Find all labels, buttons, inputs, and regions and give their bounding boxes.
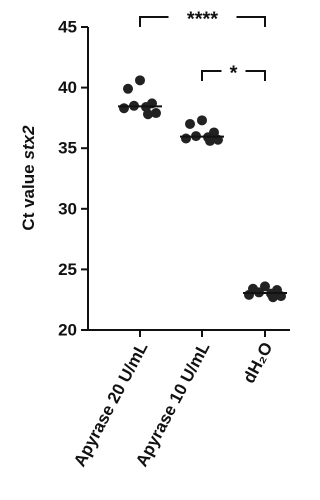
- data-point: [205, 135, 215, 146]
- data-point: [123, 83, 133, 94]
- significance-bracket: [139, 16, 266, 27]
- significance-label: *: [230, 62, 238, 84]
- data-point: [135, 75, 145, 86]
- y-tick-label: 45: [58, 17, 77, 36]
- y-axis-label: Ct value stx2: [19, 125, 38, 231]
- data-point: [197, 115, 207, 126]
- significance-label: ****: [187, 8, 218, 30]
- data-point: [185, 118, 195, 129]
- data-point: [119, 103, 129, 114]
- y-tick-label: 25: [58, 260, 77, 279]
- data-point: [181, 133, 191, 144]
- y-tick-label: 30: [58, 199, 77, 218]
- y-label-text: Ct value: [19, 164, 38, 230]
- x-tick-label: dH₂O: [239, 339, 276, 386]
- y-tick-label: 20: [58, 320, 77, 339]
- data-point: [151, 108, 161, 119]
- y-tick-label: 40: [58, 78, 77, 97]
- y-tick-label: 35: [58, 139, 77, 158]
- significance-bracket: [201, 70, 266, 81]
- y-label-gene: stx2: [19, 125, 38, 160]
- data-point: [244, 289, 254, 300]
- data-point: [143, 109, 153, 120]
- data-point: [268, 292, 278, 303]
